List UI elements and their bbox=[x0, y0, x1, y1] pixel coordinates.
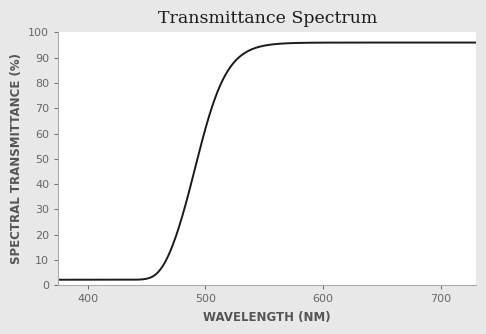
Y-axis label: SPECTRAL TRANSMITTANCE (%): SPECTRAL TRANSMITTANCE (%) bbox=[10, 53, 23, 265]
X-axis label: WAVELENGTH (NM): WAVELENGTH (NM) bbox=[204, 311, 331, 324]
Title: Transmittance Spectrum: Transmittance Spectrum bbox=[157, 10, 377, 27]
